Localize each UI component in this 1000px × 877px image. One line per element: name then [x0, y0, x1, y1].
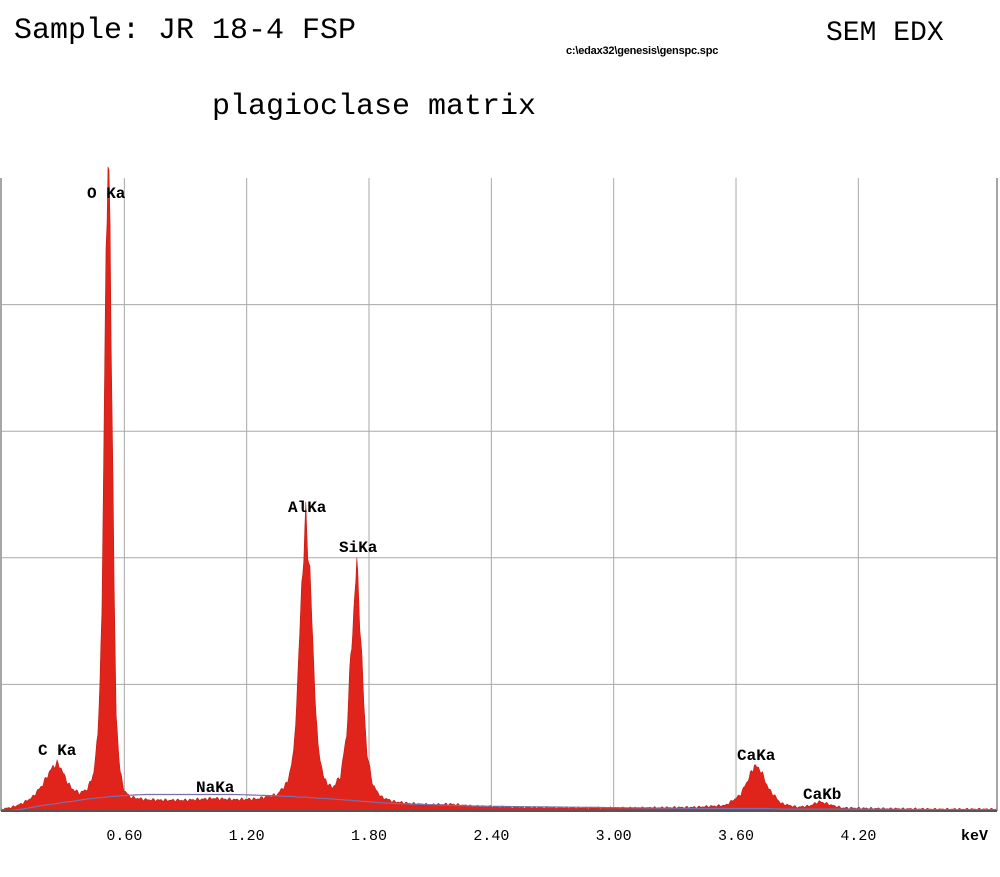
peak-label: SiKa: [339, 539, 378, 557]
chart-subtitle: plagioclase matrix: [212, 90, 537, 124]
x-tick-label: 3.60: [718, 828, 754, 845]
peak-label: CaKb: [803, 786, 841, 804]
peak-label: AlKa: [288, 499, 327, 517]
x-tick-label: 2.40: [473, 828, 509, 845]
spectrum-series: [1, 166, 998, 812]
sample-title: Sample: JR 18-4 FSP: [14, 14, 357, 48]
x-tick-label: 4.20: [840, 828, 876, 845]
x-tick-label: 3.00: [596, 828, 632, 845]
plot-frame: [0, 178, 998, 812]
peak-label: C Ka: [38, 742, 77, 760]
peak-label: CaKa: [737, 747, 776, 765]
file-path: c:\edax32\genesis\genspc.spc: [566, 45, 719, 57]
peak-label: O Ka: [87, 185, 126, 203]
peak-labels: C Ka O Ka NaKa AlKa SiKa CaKa CaKb: [38, 185, 841, 804]
x-tick-label: 1.20: [229, 828, 265, 845]
spectrum-background-line: [1, 793, 997, 812]
spectrum-counts-area: [1, 166, 998, 812]
peak-label: NaKa: [196, 779, 235, 797]
x-axis-ticks: 0.60 1.20 1.80 2.40 3.00 3.60 4.20 keV: [106, 828, 988, 845]
x-tick-label: 0.60: [106, 828, 142, 845]
instrument-label: SEM EDX: [826, 18, 944, 49]
x-tick-label: 1.80: [351, 828, 387, 845]
grid-lines: [2, 178, 997, 811]
x-axis-unit-label: keV: [961, 828, 988, 845]
